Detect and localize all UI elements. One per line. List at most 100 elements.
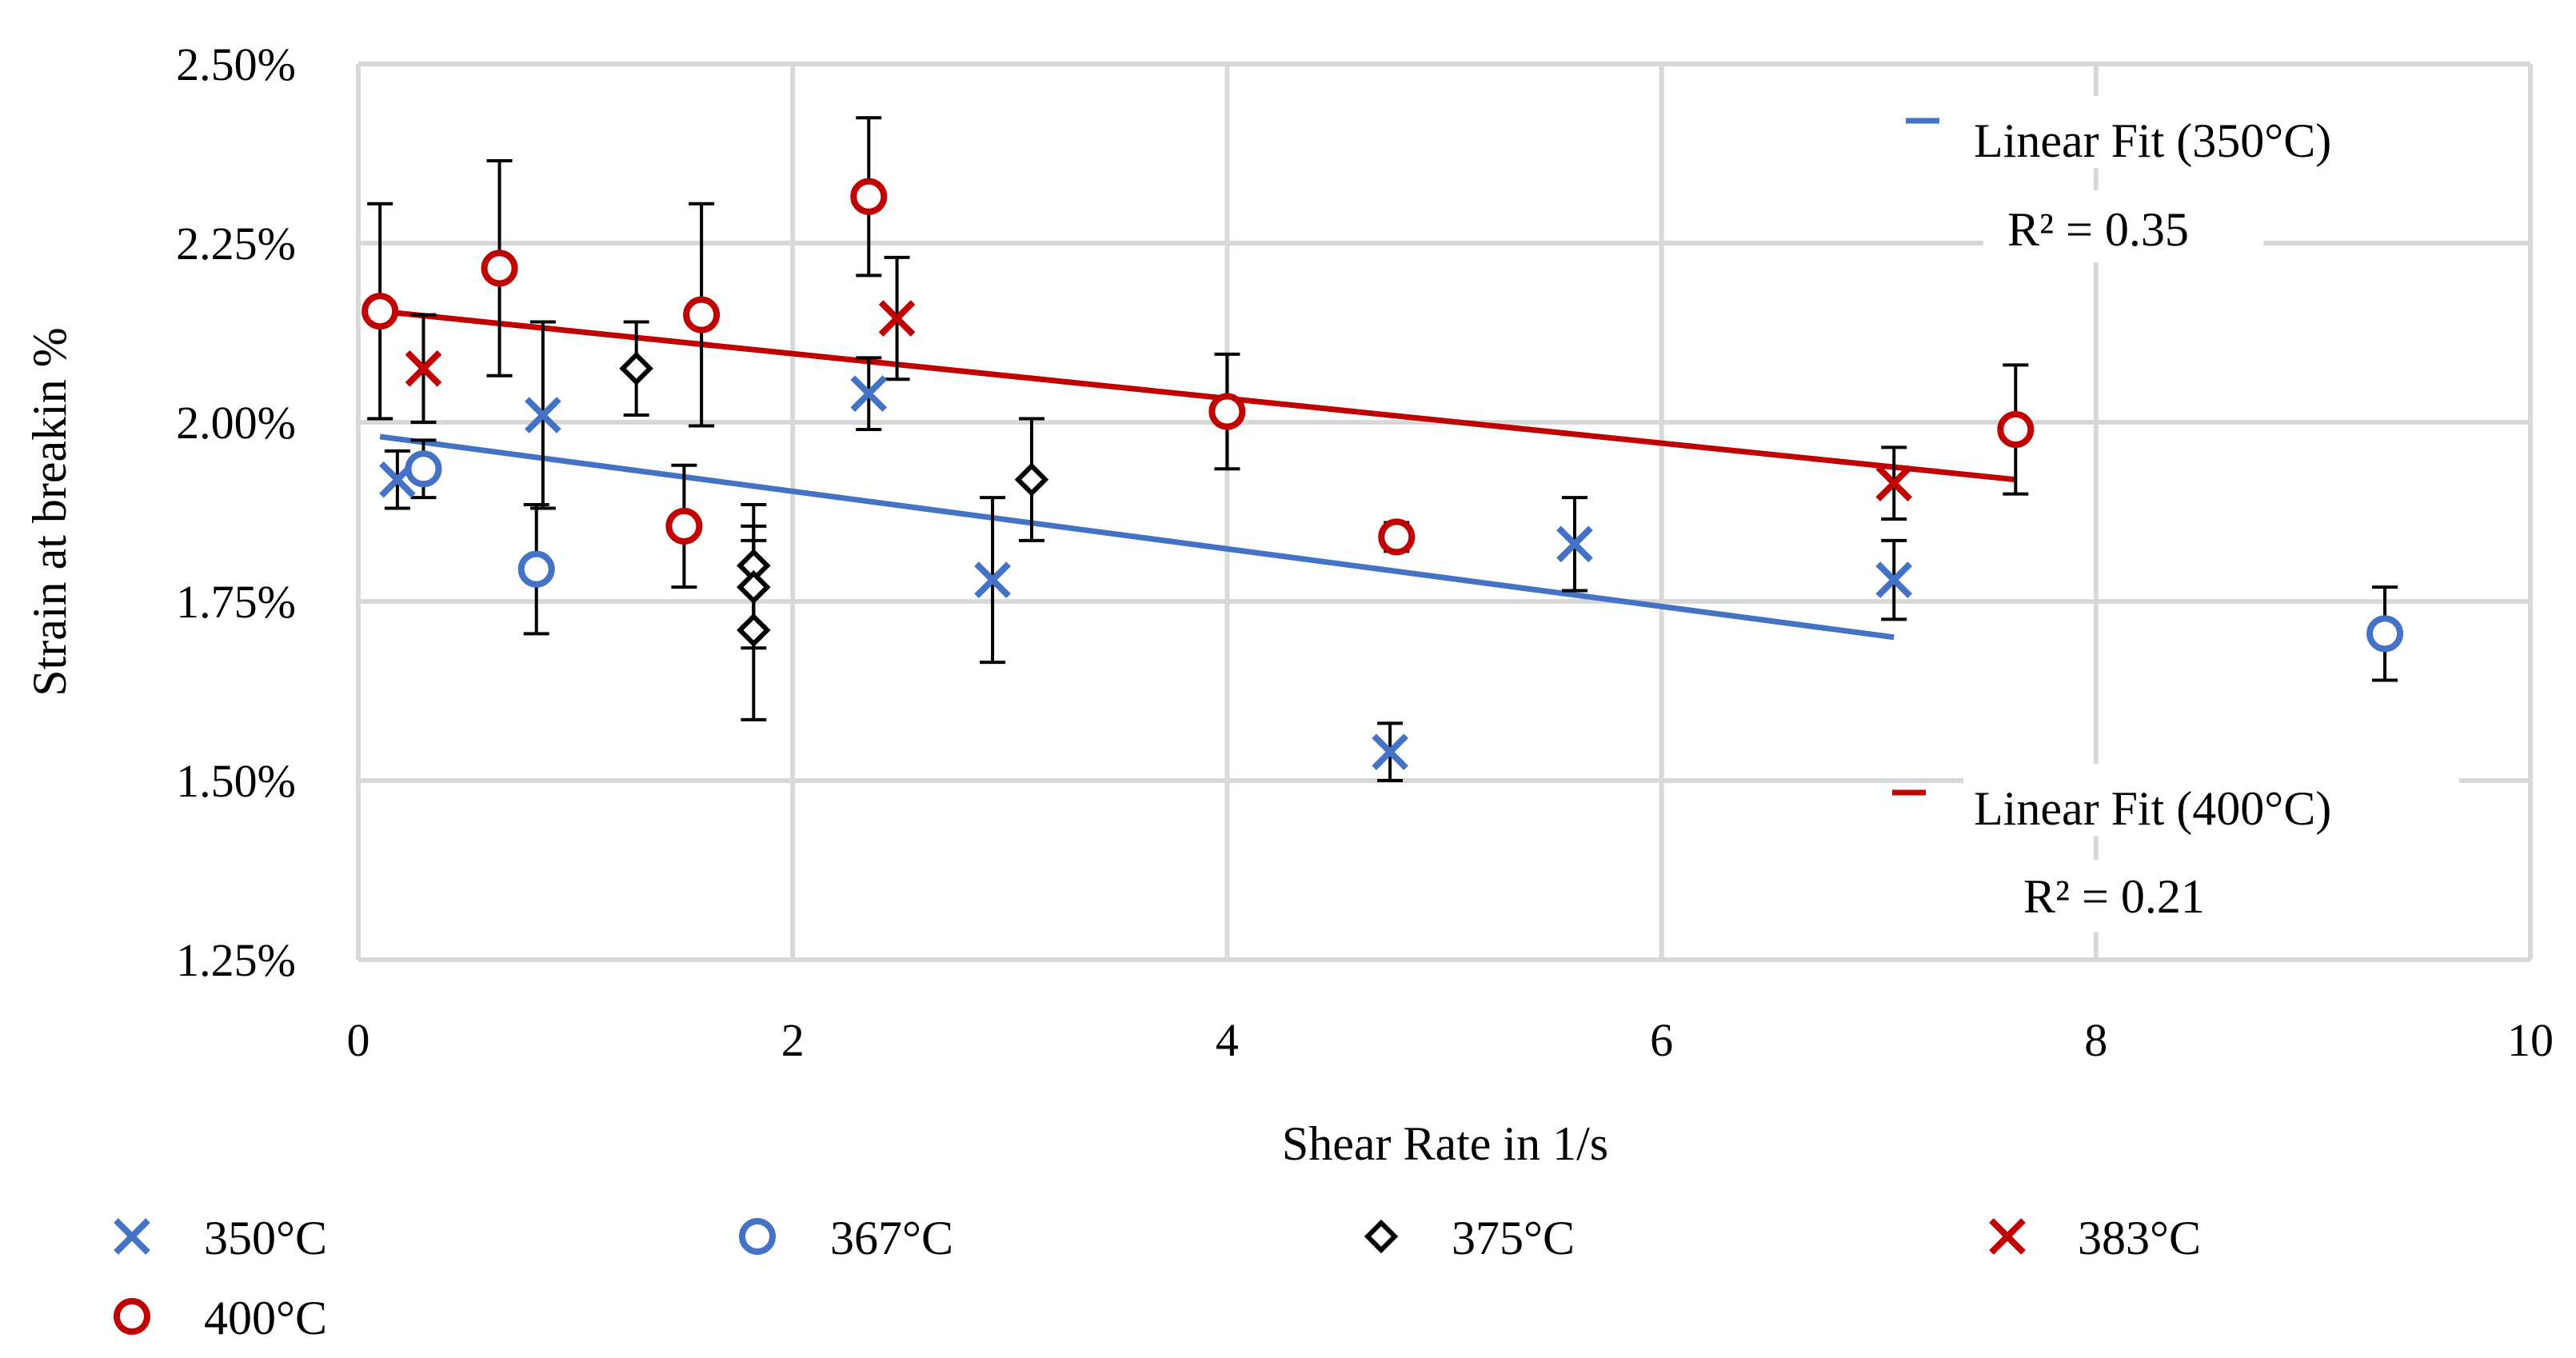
fit-legend-400-bg	[1963, 764, 2459, 836]
circle-shape	[405, 450, 442, 488]
data-point	[1997, 410, 2035, 448]
circle-shape	[850, 178, 888, 215]
fit-legend-400: Linear Fit (400°C) R² = 0.21	[1892, 764, 2459, 932]
circle-shape	[665, 507, 703, 545]
fit-line	[379, 308, 2016, 483]
x-stroke	[878, 300, 916, 337]
legend-item-383: 383°C	[1989, 1212, 2201, 1264]
legend-label-375: 375°C	[1452, 1212, 1575, 1264]
data-point	[850, 178, 888, 215]
data-point	[481, 250, 518, 287]
data-point	[737, 569, 771, 605]
data-point	[405, 349, 442, 387]
circle-shape	[1208, 393, 1246, 430]
legend-item-400: 400°C	[114, 1292, 327, 1344]
y-axis-ticks: 1.25% 1.50% 1.75% 2.00% 2.25% 2.50%	[176, 38, 296, 986]
x-stroke	[1989, 1218, 2026, 1255]
legend-marker-shape	[1989, 1218, 2026, 1255]
circle-shape	[361, 293, 399, 330]
x-stroke	[525, 397, 561, 433]
x-stroke	[1372, 733, 1408, 770]
y-tick-label: 2.25%	[176, 218, 296, 270]
legend-label-383: 383°C	[2078, 1212, 2201, 1264]
data-point	[361, 293, 399, 330]
x-tick-label: 6	[1650, 1014, 1673, 1066]
data-point	[405, 450, 442, 488]
legend-marker-350	[114, 1218, 150, 1255]
data-point	[1875, 561, 1913, 598]
legend: 350°C 367°C 375°C 383°C 400°C	[114, 1212, 2201, 1344]
data-point	[2366, 615, 2404, 653]
x-tick-label: 4	[1216, 1014, 1239, 1066]
diamond-shape	[1364, 1219, 1399, 1254]
circle-shape	[1997, 410, 2035, 448]
fit-r2-400-bg	[1991, 860, 2271, 932]
legend-item-375: 375°C	[1364, 1212, 1575, 1264]
legend-marker-shape	[739, 1218, 776, 1255]
data-point	[878, 300, 916, 337]
fit-r2-350: R² = 0.35	[2007, 203, 2189, 256]
legend-marker-375	[1364, 1219, 1399, 1254]
x-tick-label: 0	[347, 1014, 370, 1066]
data-point	[1875, 465, 1913, 501]
data-point	[517, 550, 555, 588]
x-axis-title: Shear Rate in 1/s	[1282, 1117, 1608, 1170]
fit-line	[379, 433, 1895, 641]
data-point	[1372, 733, 1408, 770]
data-point	[850, 375, 888, 412]
circle-shape	[517, 550, 555, 588]
diamond-shape	[1014, 462, 1049, 497]
circle-shape	[2366, 615, 2404, 653]
data-point	[1014, 462, 1049, 497]
circle-shape	[1378, 518, 1416, 556]
y-axis-title: Strain at breakin %	[23, 327, 76, 697]
circle-shape	[683, 296, 721, 334]
circle-shape	[739, 1218, 776, 1255]
data-point	[619, 351, 653, 386]
data-point	[737, 613, 771, 648]
diamond-shape	[737, 569, 771, 605]
legend-item-350: 350°C	[114, 1212, 327, 1264]
x-tick-label: 8	[2084, 1014, 2107, 1066]
legend-marker-400	[114, 1298, 150, 1335]
data-point	[683, 296, 721, 334]
x-stroke	[1875, 465, 1913, 501]
data-point	[525, 397, 561, 433]
fit-r2-400: R² = 0.21	[2023, 870, 2205, 923]
y-tick-label: 2.00%	[176, 397, 296, 449]
x-stroke	[114, 1218, 150, 1255]
legend-label-367: 367°C	[830, 1212, 953, 1264]
x-stroke	[1556, 525, 1593, 563]
fit-r2-350-bg	[1983, 190, 2263, 262]
y-tick-label: 2.50%	[176, 38, 296, 90]
fit-lines	[379, 308, 2016, 641]
x-axis-ticks: 0 2 4 6 8 10	[347, 1014, 2554, 1066]
x-stroke	[1875, 561, 1913, 598]
y-tick-label: 1.75%	[176, 576, 296, 628]
fit-legend-350: Linear Fit (350°C) R² = 0.35	[1906, 96, 2459, 262]
legend-marker-shape	[114, 1298, 150, 1335]
data-point	[974, 561, 1011, 598]
circle-shape	[481, 250, 518, 287]
x-tick-label: 2	[781, 1014, 805, 1066]
legend-marker-shape	[114, 1218, 150, 1255]
x-stroke	[405, 349, 442, 387]
x-stroke	[850, 375, 888, 412]
y-tick-label: 1.25%	[176, 934, 296, 986]
fit-legend-350-bg	[1963, 96, 2459, 168]
data-point	[1208, 393, 1246, 430]
legend-marker-383	[1989, 1218, 2026, 1255]
legend-label-400: 400°C	[204, 1292, 327, 1344]
data-points	[361, 178, 2404, 770]
fit-legend-400-label: Linear Fit (400°C)	[1974, 782, 2331, 835]
legend-marker-shape	[1364, 1219, 1399, 1254]
data-point	[665, 507, 703, 545]
x-stroke	[974, 561, 1011, 598]
data-point	[1556, 525, 1593, 563]
fit-legend-350-label: Linear Fit (350°C)	[1974, 114, 2331, 167]
legend-label-350: 350°C	[204, 1212, 327, 1264]
circle-shape	[114, 1298, 150, 1335]
legend-marker-367	[739, 1218, 776, 1255]
diamond-shape	[737, 613, 771, 648]
